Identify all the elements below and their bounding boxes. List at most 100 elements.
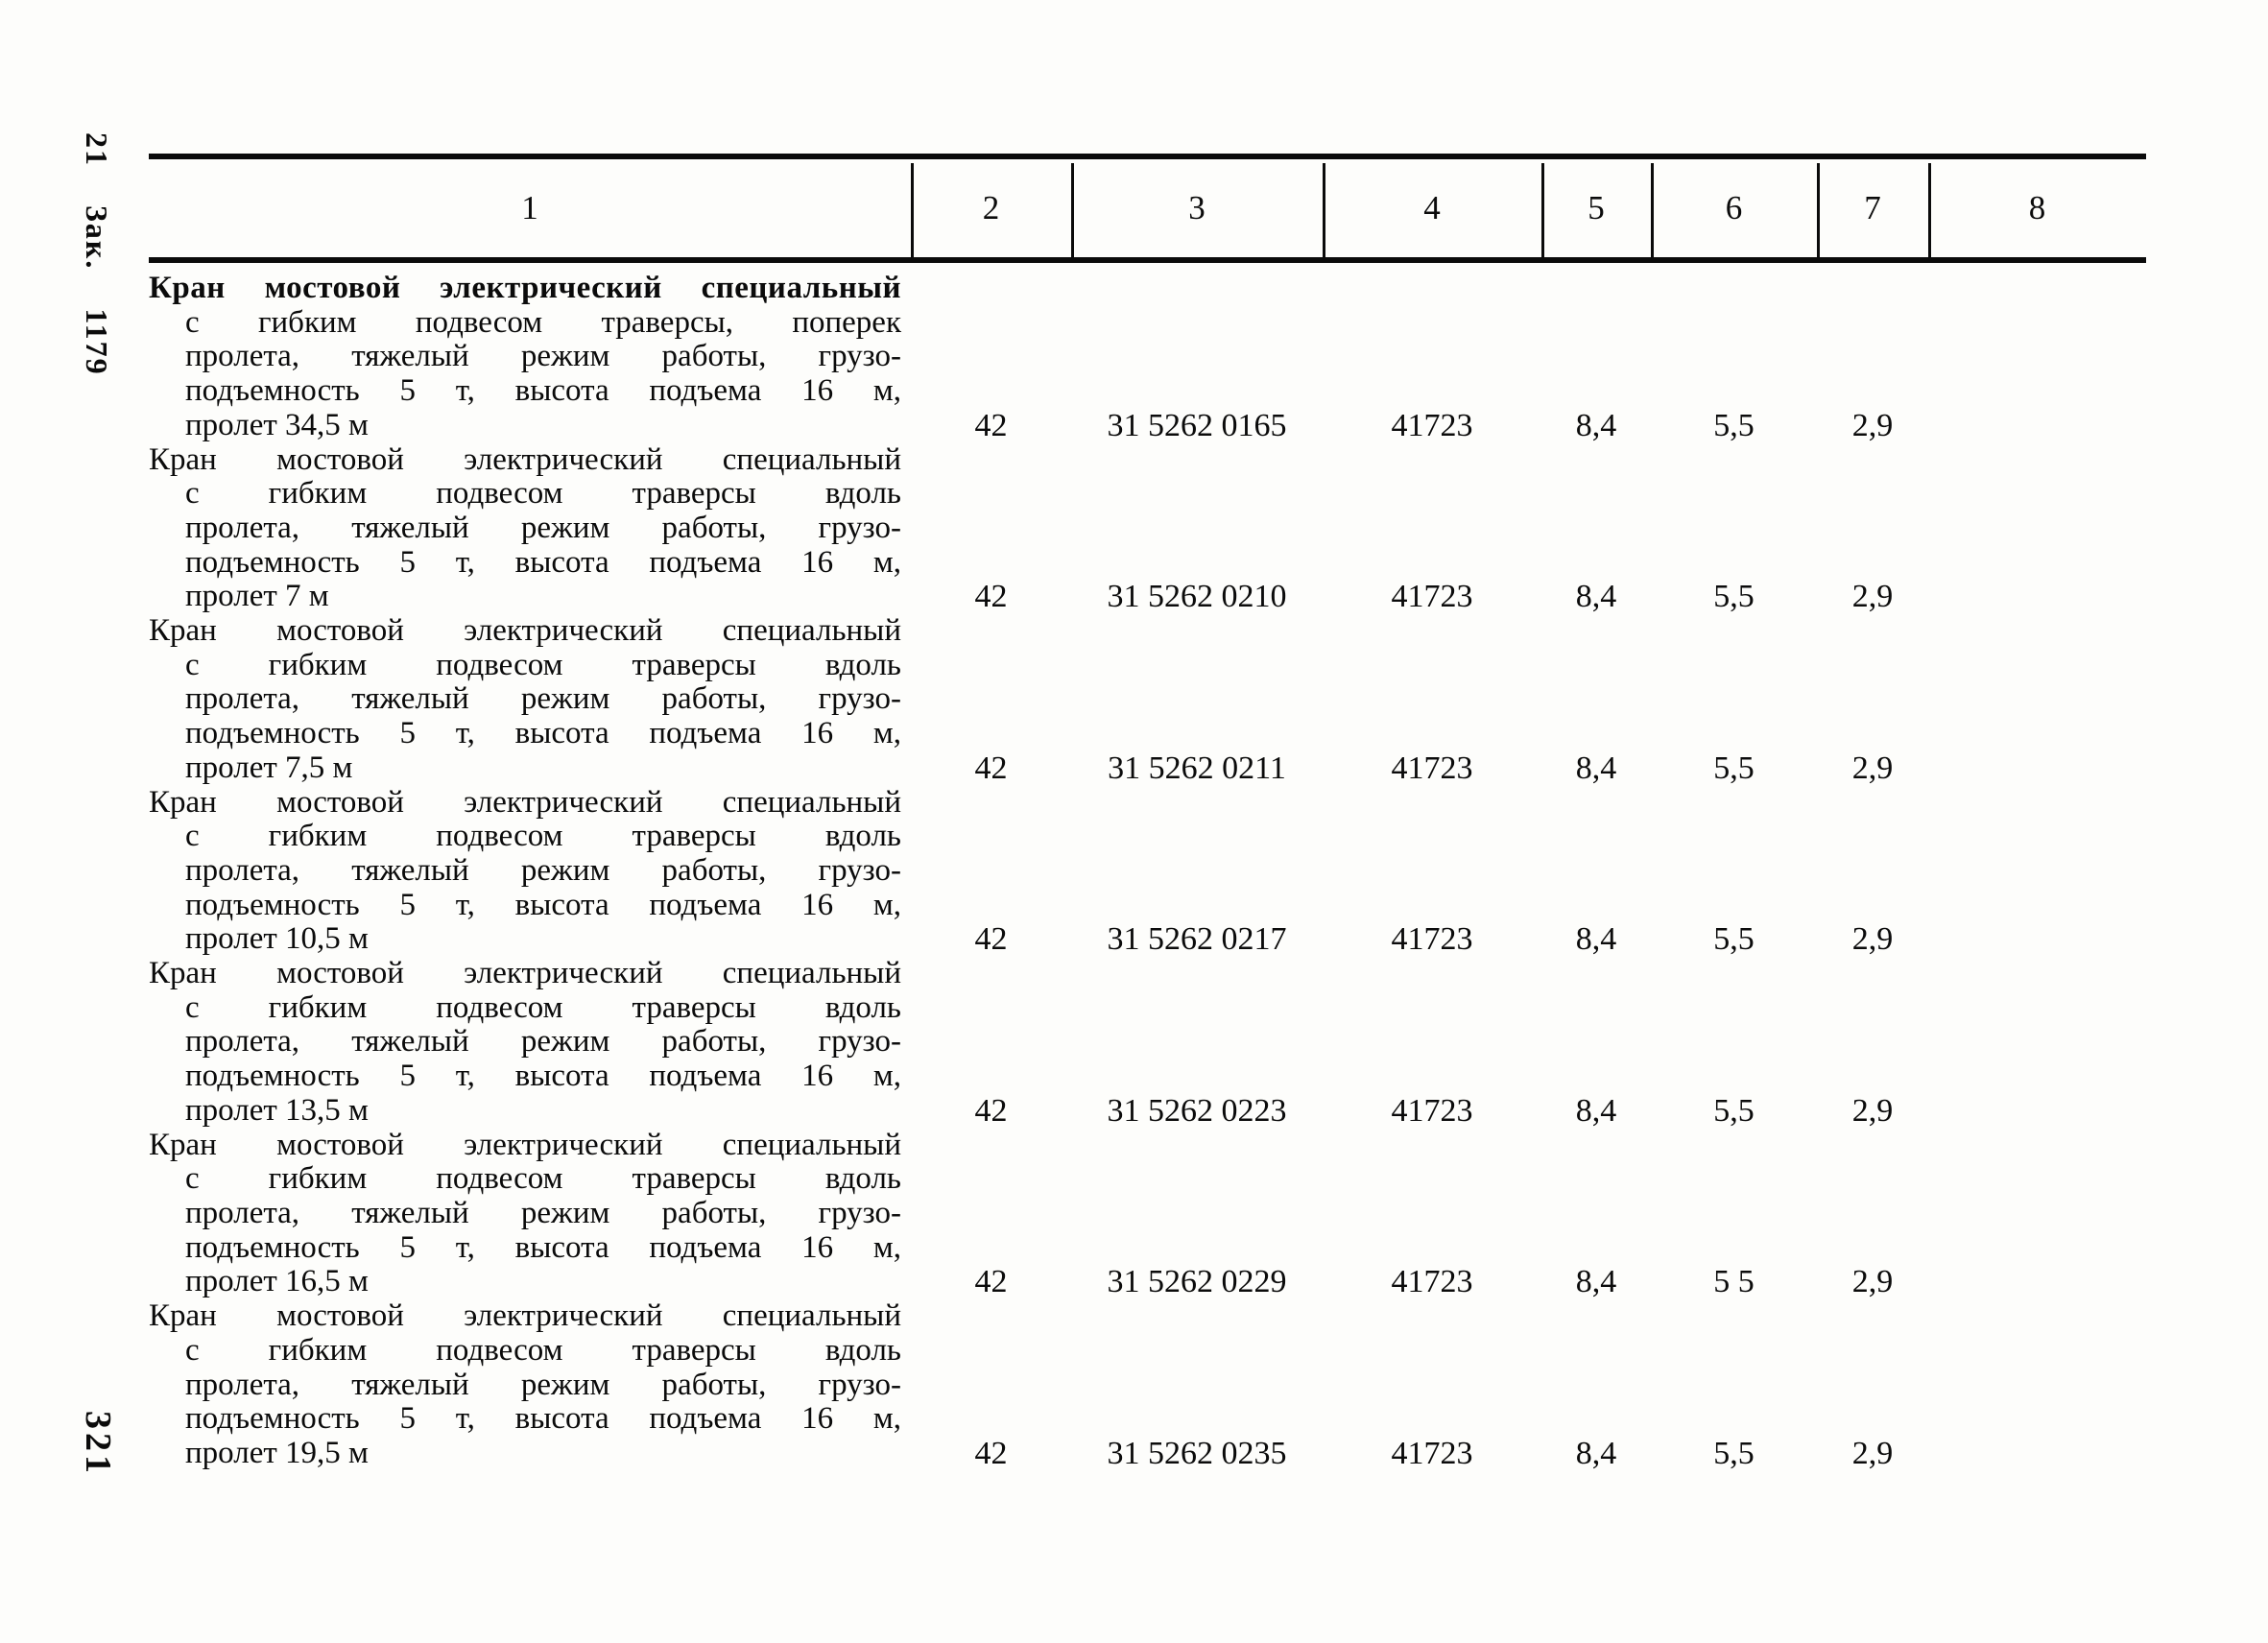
table-cell: 42 [974, 1264, 1008, 1300]
description-line: подъемность 5 т, высота подъема 16 м, [185, 544, 901, 580]
description-line: Кран мостовой электрический специальный [149, 784, 901, 820]
description-line: пролет 13,5 м [185, 1092, 369, 1128]
table-cell: 41723 [1391, 579, 1473, 615]
description-line: с гибким подвесом траверсы вдоль [185, 989, 901, 1025]
table-cell: 5 5 [1713, 1264, 1755, 1300]
table-top-border [149, 154, 2146, 159]
table-row: Кран мостовой электрический специальный с… [149, 784, 2146, 958]
table-cell: 8,4 [1575, 1092, 1617, 1129]
table-cell: 2,9 [1851, 407, 1894, 443]
table-cell: 41723 [1391, 1435, 1473, 1471]
description-line: Кран мостовой электрический специальный [149, 613, 901, 649]
header-cell: 1 [521, 189, 538, 226]
description-line: пролета, тяжелый режим работы, грузо- [185, 1367, 901, 1402]
description-line: Кран мостовой электрический специальный [149, 956, 901, 991]
table-row: Кран мостовой электрический специальный с… [149, 956, 2146, 1129]
table-cell: 42 [974, 407, 1008, 443]
table-cell: 8,4 [1575, 1435, 1617, 1471]
header-cell: 2 [982, 189, 1000, 226]
table-cell: 2,9 [1851, 921, 1894, 958]
description-line: пролета, тяжелый режим работы, грузо- [185, 852, 901, 888]
table-cell: 8,4 [1575, 407, 1617, 443]
table-cell: 31 5262 0165 [1107, 407, 1287, 443]
print-signature: 21 Зак. 1179 [80, 132, 114, 376]
table-cell: 31 5262 0235 [1107, 1435, 1287, 1471]
description-line: Кран мостовой электрический специальный [149, 271, 901, 305]
description-line: подъемность 5 т, высота подъема 16 м, [185, 373, 901, 409]
table-cell: 42 [974, 921, 1008, 958]
column-divider [1817, 163, 1820, 257]
description-line: пролет 10,5 м [185, 921, 369, 957]
description-line: с гибким подвесом траверсы вдоль [185, 1332, 901, 1368]
description-line: пролет 34,5 м [185, 407, 369, 442]
header-cell: 6 [1725, 189, 1743, 226]
table-cell: 42 [974, 750, 1008, 786]
table-header-border [149, 257, 2146, 263]
table-row: Кран мостовой электрический специальный с… [149, 441, 2146, 615]
item-description: Кран мостовой электрический специальный с… [149, 956, 911, 1129]
table-header-row: 1 2 3 4 5 6 7 8 [149, 159, 2146, 257]
description-line: пролет 16,5 м [185, 1264, 369, 1299]
description-line: с гибким подвесом траверсы, поперек [185, 304, 901, 340]
table-row: Кран мостовой электрический специальный с… [149, 1128, 2146, 1300]
description-line: подъемность 5 т, высота подъема 16 м, [185, 1059, 901, 1094]
description-line: пролет 7 м [185, 579, 329, 614]
column-divider [1928, 163, 1931, 257]
table-cell: 31 5262 0211 [1108, 750, 1286, 786]
header-cell: 8 [2028, 189, 2046, 226]
header-cell: 5 [1588, 189, 1605, 226]
description-line: пролета, тяжелый режим работы, грузо- [185, 510, 901, 545]
header-cell: 7 [1864, 189, 1881, 226]
table-cell: 2,9 [1851, 750, 1894, 786]
column-divider [1541, 163, 1544, 257]
item-description: Кран мостовой электрический специальный с… [149, 1128, 911, 1300]
column-divider [1651, 163, 1654, 257]
description-line: с гибким подвесом траверсы вдоль [185, 1161, 901, 1197]
column-divider [1323, 163, 1325, 257]
header-cell: 4 [1423, 189, 1441, 226]
description-line: с гибким подвесом траверсы вдоль [185, 476, 901, 512]
table-cell: 2,9 [1851, 1435, 1894, 1471]
description-line: с гибким подвесом траверсы вдоль [185, 647, 901, 682]
table-cell: 41723 [1391, 1092, 1473, 1129]
table-cell: 42 [974, 579, 1008, 615]
table-cell: 5,5 [1713, 921, 1755, 958]
table-row: Кран мостовой электрический специальный с… [149, 1298, 2146, 1471]
table-cell: 2,9 [1851, 1092, 1894, 1129]
table-cell: 41723 [1391, 407, 1473, 443]
description-line: с гибким подвесом траверсы вдоль [185, 819, 901, 854]
table-cell: 42 [974, 1435, 1008, 1471]
table-cell: 5,5 [1713, 750, 1755, 786]
table-cell: 8,4 [1575, 579, 1617, 615]
table-cell: 41723 [1391, 750, 1473, 786]
table-cell: 42 [974, 1092, 1008, 1129]
table-cell: 2,9 [1851, 579, 1894, 615]
description-line: Кран мостовой электрический специальный [149, 441, 901, 477]
description-line: пролет 19,5 м [185, 1435, 369, 1470]
description-line: подъемность 5 т, высота подъема 16 м, [185, 1401, 901, 1437]
table-row: Кран мостовой электрический специальный с… [149, 613, 2146, 786]
description-line: Кран мостовой электрический специальный [149, 1298, 901, 1334]
table-cell: 31 5262 0223 [1107, 1092, 1287, 1129]
table-cell: 41723 [1391, 921, 1473, 958]
item-description: Кран мостовой электрический специальный с… [149, 441, 911, 615]
page-number: 321 [78, 1411, 118, 1477]
table-row: Кран мостовой электрический специальный с… [149, 271, 2146, 443]
column-divider [1071, 163, 1074, 257]
description-line: подъемность 5 т, высота подъема 16 м, [185, 1229, 901, 1265]
table-cell: 8,4 [1575, 921, 1617, 958]
description-line: пролет 7,5 м [185, 750, 353, 785]
column-divider [911, 163, 914, 257]
table-body: Кран мостовой электрический специальный с… [149, 271, 2146, 1471]
description-line: пролета, тяжелый режим работы, грузо- [185, 339, 901, 374]
table-cell: 8,4 [1575, 1264, 1617, 1300]
item-description: Кран мостовой электрический специальный с… [149, 271, 911, 443]
table-cell: 5,5 [1713, 1435, 1755, 1471]
table-cell: 2,9 [1851, 1264, 1894, 1300]
description-line: пролета, тяжелый режим работы, грузо- [185, 1195, 901, 1230]
description-line: подъемность 5 т, высота подъема 16 м, [185, 887, 901, 922]
table-cell: 8,4 [1575, 750, 1617, 786]
item-description: Кран мостовой электрический специальный с… [149, 784, 911, 958]
description-line: пролета, тяжелый режим работы, грузо- [185, 681, 901, 717]
